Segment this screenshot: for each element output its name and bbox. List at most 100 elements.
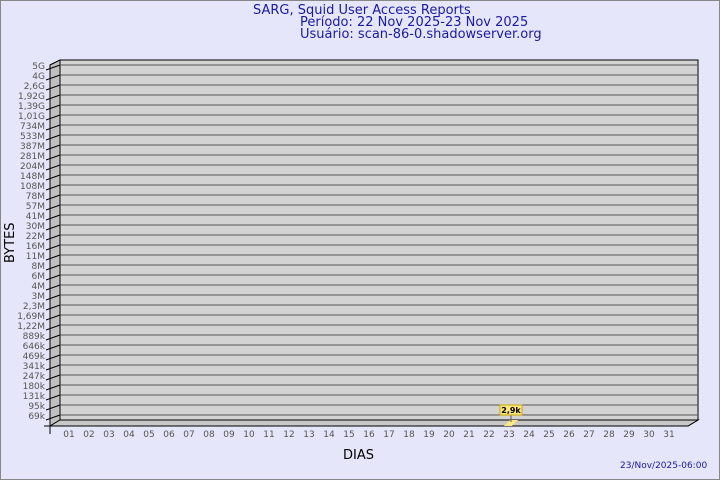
y-tick-label: 533M	[20, 132, 45, 142]
y-tick-label: 341k	[23, 362, 46, 372]
x-tick-label: 14	[323, 430, 335, 440]
y-tick-label: 16M	[26, 242, 45, 252]
bar-label: 2,9k	[501, 406, 521, 415]
y-tick-label: 6M	[32, 272, 46, 282]
y-tick-label: 78M	[26, 192, 45, 202]
y-tick	[45, 114, 61, 121]
x-tick-label: 23	[503, 430, 514, 440]
x-tick-label: 01	[63, 430, 74, 440]
x-tick-label: 21	[463, 430, 474, 440]
y-tick	[45, 364, 61, 371]
x-tick-label: 20	[443, 430, 455, 440]
user-text: Usuário: scan-86-0.shadowserver.org	[300, 27, 542, 42]
y-tick-label: 22M	[26, 232, 45, 242]
x-tick-label: 19	[423, 430, 435, 440]
x-tick-label: 05	[143, 430, 154, 440]
x-tick-label: 17	[383, 430, 394, 440]
y-tick	[45, 344, 61, 351]
y-tick	[45, 194, 61, 201]
y-tick-label: 108M	[20, 182, 45, 192]
x-tick-label: 30	[643, 430, 655, 440]
y-tick-label: 3M	[32, 292, 46, 302]
y-tick	[45, 94, 61, 101]
x-tick-label: 09	[223, 430, 235, 440]
y-tick-label: 131k	[23, 392, 46, 402]
y-tick-label: 69k	[28, 412, 45, 422]
chart-title: SARG, Squid User Access Reports	[253, 3, 471, 18]
x-tick-label: 16	[363, 430, 375, 440]
y-tick-label: 469k	[23, 352, 46, 362]
bar	[504, 420, 518, 426]
x-tick-label: 28	[603, 430, 615, 440]
y-tick	[45, 204, 61, 211]
x-tick-label: 18	[403, 430, 415, 440]
y-tick	[45, 414, 61, 421]
y-tick-label: 57M	[26, 202, 45, 212]
y-tick	[45, 124, 61, 131]
y-tick-label: 1,01G	[18, 112, 45, 122]
y-tick	[45, 214, 61, 221]
y-tick	[45, 74, 61, 81]
y-tick-label: 1,69M	[17, 312, 45, 322]
x-tick-label: 25	[543, 430, 554, 440]
x-tick-label: 07	[183, 430, 194, 440]
y-tick	[45, 224, 61, 231]
y-tick	[45, 354, 61, 361]
y-tick	[45, 264, 61, 271]
y-tick-label: 204M	[20, 162, 45, 172]
y-tick	[45, 334, 61, 341]
y-tick	[45, 374, 61, 381]
y-tick	[45, 234, 61, 241]
y-tick	[45, 274, 61, 281]
y-tick-label: 889k	[23, 332, 46, 342]
x-tick-label: 10	[243, 430, 255, 440]
x-tick-label: 24	[523, 430, 535, 440]
y-tick	[45, 164, 61, 171]
y-tick-label: 2,6G	[24, 82, 45, 92]
y-tick-label: 734M	[20, 122, 45, 132]
y-tick	[45, 294, 61, 301]
y-tick-label: 41M	[26, 212, 45, 222]
y-tick-label: 5G	[32, 62, 45, 72]
y-tick-label: 387M	[20, 142, 45, 152]
x-tick-label: 31	[663, 430, 674, 440]
y-tick	[45, 384, 61, 391]
x-tick-label: 27	[583, 430, 594, 440]
bar-label-box	[499, 404, 523, 416]
x-tick-label: 03	[103, 430, 114, 440]
y-tick	[45, 244, 61, 251]
period-text: Período: 22 Nov 2025-23 Nov 2025	[300, 15, 529, 30]
x-tick-label: 06	[163, 430, 175, 440]
x-tick-label: 12	[283, 430, 294, 440]
y-tick-label: 1,22M	[17, 322, 45, 332]
y-tick	[45, 154, 61, 161]
y-tick	[45, 134, 61, 141]
y-tick-label: 281M	[20, 152, 45, 162]
timestamp: 23/Nov/2025-06:00	[620, 461, 708, 471]
y-tick-label: 11M	[26, 252, 45, 262]
y-tick	[45, 394, 61, 401]
y-tick	[45, 314, 61, 321]
y-tick-label: 148M	[20, 172, 45, 182]
y-tick-label: 4G	[32, 72, 45, 82]
y-tick-label: 4M	[32, 282, 46, 292]
y-tick	[45, 144, 61, 151]
x-tick-label: 02	[83, 430, 94, 440]
x-tick-label: 29	[623, 430, 635, 440]
x-axis-label: DIAS	[343, 448, 374, 463]
x-tick-label: 13	[303, 430, 314, 440]
y-tick-label: 180k	[23, 382, 46, 392]
y-tick	[45, 304, 61, 311]
y-tick	[45, 324, 61, 331]
y-tick-label: 95k	[28, 402, 45, 412]
y-tick	[45, 64, 61, 71]
x-tick-label: 22	[483, 430, 494, 440]
x-tick-label: 08	[203, 430, 215, 440]
x-tick-label: 15	[343, 430, 354, 440]
y-tick	[45, 84, 61, 91]
y-tick	[45, 254, 61, 261]
y-tick-label: 8M	[32, 262, 46, 272]
x-tick-label: 11	[263, 430, 274, 440]
y-tick-label: 1,39G	[18, 102, 45, 112]
